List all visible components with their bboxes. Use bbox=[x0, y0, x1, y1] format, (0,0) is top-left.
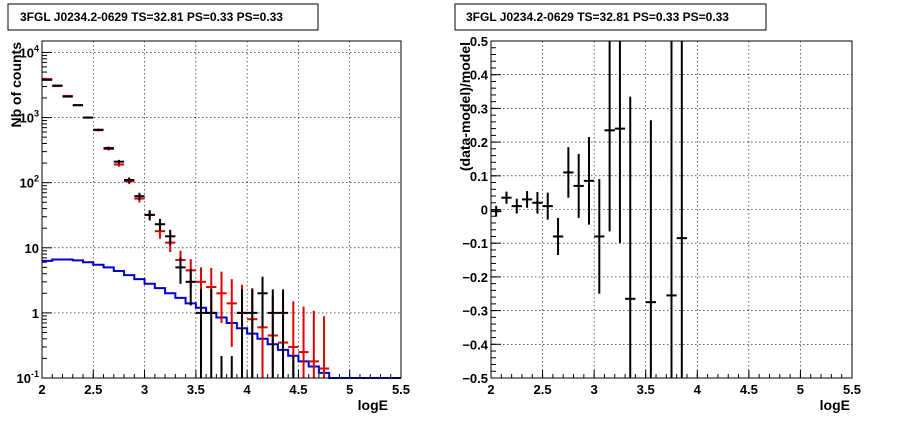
residual-point bbox=[521, 190, 533, 208]
residual-plot-frame bbox=[490, 40, 853, 379]
data-point bbox=[134, 192, 145, 201]
counts-y-tick-label: 1 bbox=[32, 306, 39, 321]
counts-x-tick-label: 4 bbox=[244, 382, 252, 397]
counts-series bbox=[42, 78, 401, 379]
residual-point bbox=[676, 41, 687, 378]
residual-x-tick-label: 4.5 bbox=[740, 382, 758, 397]
counts-x-tick-label: 4.5 bbox=[289, 382, 307, 397]
counts-title: 3FGL J0234.2-0629 TS=32.81 PS=0.33 PS=0.… bbox=[20, 10, 283, 24]
residual-point bbox=[583, 137, 595, 225]
data-point bbox=[206, 289, 217, 378]
residual-point bbox=[491, 205, 502, 217]
data-point bbox=[103, 146, 114, 150]
residual-x-tick-label: 5.5 bbox=[843, 382, 861, 397]
counts-y-tick-label: 103 bbox=[20, 109, 39, 126]
data-point bbox=[52, 84, 63, 87]
model-point bbox=[308, 310, 319, 378]
residual-point bbox=[625, 96, 636, 378]
residual-x-tick-label: 3.5 bbox=[637, 382, 655, 397]
residual-point bbox=[563, 147, 574, 198]
data-point bbox=[93, 128, 104, 131]
data-point bbox=[185, 269, 196, 306]
residual-y-tick-label: −0.5 bbox=[462, 371, 488, 386]
data-point bbox=[124, 177, 135, 183]
model-point bbox=[298, 306, 309, 378]
residual-title-box bbox=[454, 3, 767, 31]
residual-y-tick-label: 0 bbox=[481, 203, 488, 218]
data-point bbox=[236, 289, 248, 378]
counts-y-tick-label: 104 bbox=[20, 43, 39, 60]
residual-panel: 2 2.5 3 3.5 4 4.5 5 5.5 −0.5 −0.4 −0.3 −0.2 −0.1 0 0.1… bbox=[454, 3, 861, 413]
residual-x-tick-label: 2 bbox=[487, 382, 494, 397]
residual-point bbox=[501, 191, 512, 204]
residual-tick-labels: 2 2.5 3 3.5 4 4.5 5 5.5 −0.5 −0.4 −0.3 −0.2 −0.1 0 0.1… bbox=[462, 34, 861, 397]
counts-panel: 2 2.5 3 3.5 4 4.5 5 5.5 10-1 1 10 102 103 104 3FGL J0… bbox=[7, 3, 411, 413]
residual-y-tick-label: 0.3 bbox=[470, 101, 488, 116]
residual-y-tick-label: −0.4 bbox=[462, 337, 488, 352]
residual-y-tick-label: 0.1 bbox=[470, 169, 488, 184]
counts-y-tick-label: 10 bbox=[25, 241, 39, 256]
residual-point bbox=[594, 179, 605, 294]
data-point bbox=[42, 78, 53, 81]
residual-y-tick-label: 0.2 bbox=[470, 135, 488, 150]
data-point bbox=[113, 159, 125, 164]
model-point bbox=[318, 316, 330, 378]
residual-title: 3FGL J0234.2-0629 TS=32.81 PS=0.33 PS=0.… bbox=[466, 10, 729, 24]
counts-y-tick-label: 10-1 bbox=[17, 369, 39, 386]
counts-title-box bbox=[7, 3, 319, 31]
residual-point bbox=[666, 41, 677, 378]
counts-tick-labels: 2 2.5 3 3.5 4 4.5 5 5.5 10-1 1 10 102 103 104 bbox=[17, 43, 411, 397]
data-point bbox=[195, 289, 207, 378]
residual-x-tick-label: 3 bbox=[591, 382, 598, 397]
residual-point bbox=[604, 41, 615, 232]
residual-y-tick-label: −0.1 bbox=[462, 236, 488, 251]
residual-x-tick-label: 4 bbox=[694, 382, 702, 397]
counts-x-tick-label: 2 bbox=[38, 382, 45, 397]
model-point bbox=[226, 279, 237, 347]
residual-point bbox=[614, 41, 626, 244]
counts-plot-frame bbox=[41, 40, 402, 379]
data-point bbox=[277, 289, 289, 378]
counts-x-axis-label: logE bbox=[358, 397, 388, 413]
residual-y-tick-label: 0.5 bbox=[470, 34, 488, 49]
residual-point bbox=[573, 153, 584, 218]
counts-x-tick-label: 3 bbox=[141, 382, 148, 397]
counts-ticks bbox=[41, 51, 402, 379]
counts-x-tick-label: 2.5 bbox=[84, 382, 102, 397]
residual-point bbox=[552, 217, 564, 255]
residual-series bbox=[491, 41, 687, 378]
data-point bbox=[257, 276, 268, 328]
counts-x-tick-label: 5.5 bbox=[392, 382, 410, 397]
data-point bbox=[72, 104, 84, 107]
data-point bbox=[165, 229, 176, 245]
data-point bbox=[62, 95, 73, 98]
residual-x-tick-label: 5 bbox=[797, 382, 804, 397]
counts-y-tick-label: 102 bbox=[20, 174, 39, 191]
data-point bbox=[247, 289, 258, 378]
residual-point bbox=[511, 198, 522, 214]
data-point bbox=[144, 210, 155, 221]
model-point bbox=[216, 271, 227, 323]
residual-point bbox=[542, 192, 553, 220]
data-point bbox=[83, 116, 94, 119]
counts-y-axis-label: Nb of counts bbox=[8, 42, 24, 128]
residual-point bbox=[532, 191, 543, 214]
residual-x-axis-label: logE bbox=[820, 397, 850, 413]
counts-grid bbox=[42, 41, 401, 378]
data-point bbox=[175, 257, 186, 284]
residual-y-tick-label: −0.2 bbox=[462, 270, 488, 285]
data-point bbox=[267, 289, 278, 378]
counts-x-tick-label: 3.5 bbox=[187, 382, 205, 397]
residual-point bbox=[645, 120, 657, 378]
residual-x-tick-label: 2.5 bbox=[534, 382, 552, 397]
residual-y-tick-label: −0.3 bbox=[462, 304, 488, 319]
counts-x-tick-label: 5 bbox=[346, 382, 353, 397]
data-point bbox=[154, 218, 166, 231]
residual-y-axis-label: (data-model)/model bbox=[457, 42, 473, 171]
residual-y-tick-label: 0.4 bbox=[470, 68, 489, 83]
